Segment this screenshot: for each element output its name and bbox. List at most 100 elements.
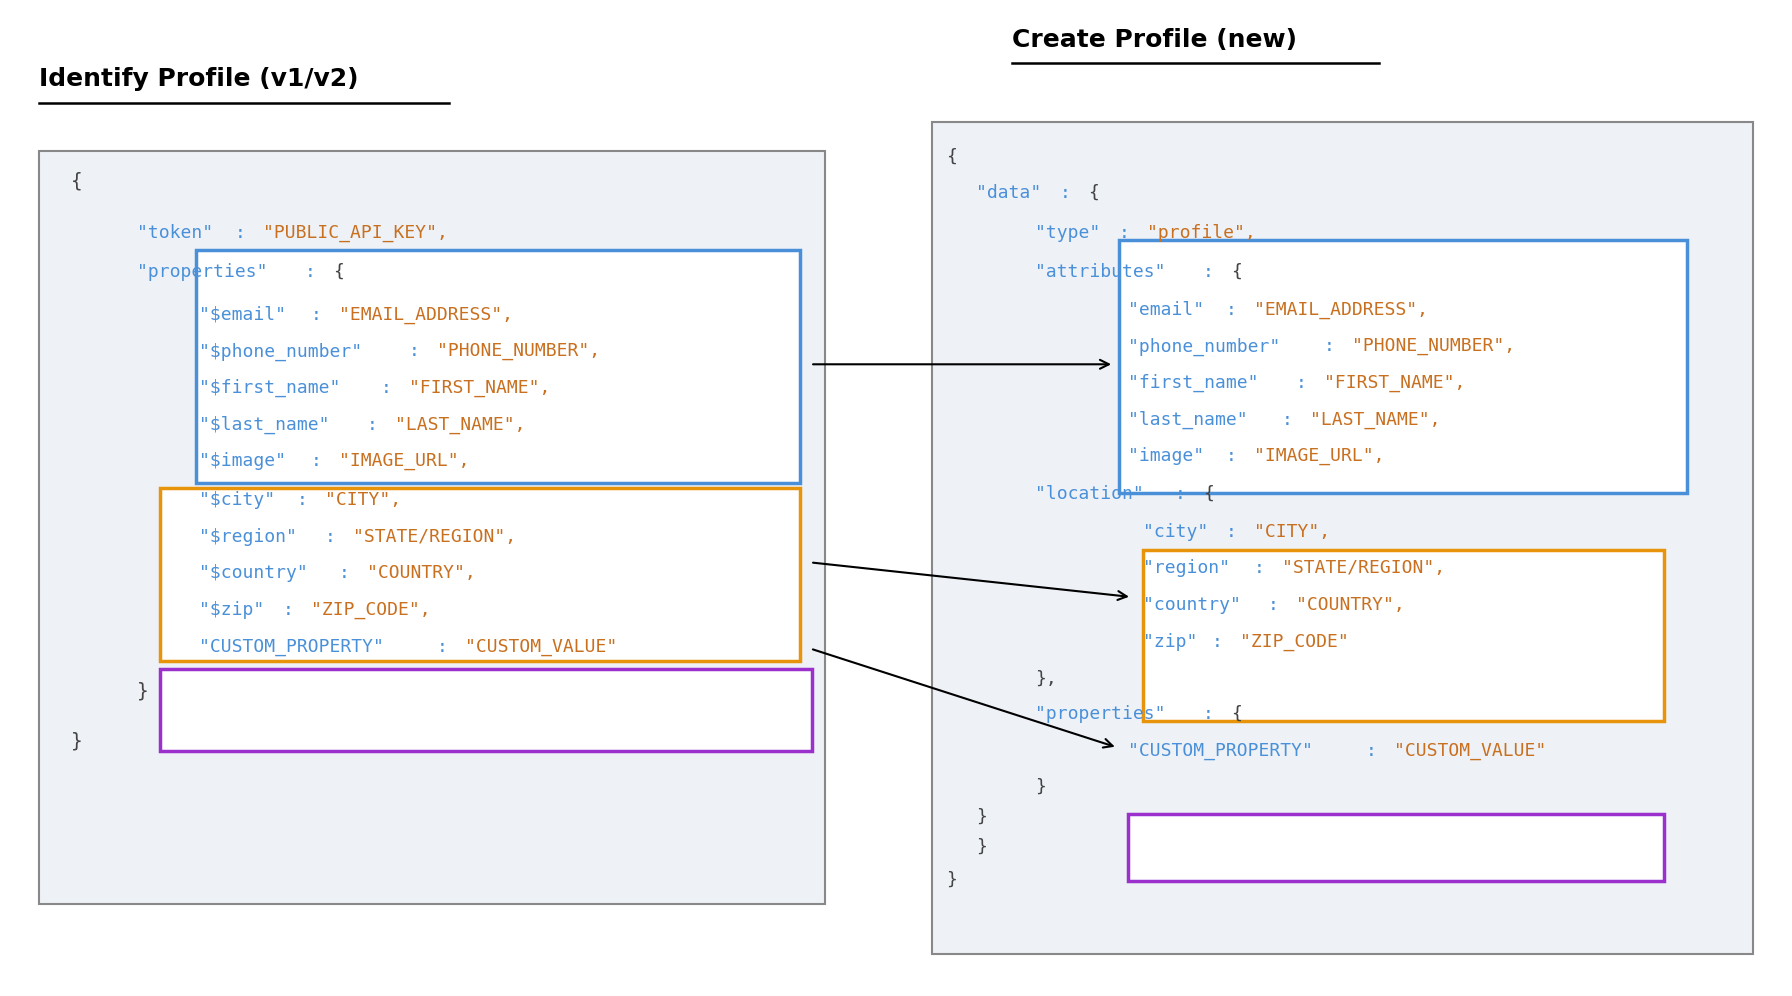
Text: :: : bbox=[1366, 742, 1387, 760]
Text: :: : bbox=[1226, 447, 1247, 465]
Text: :: : bbox=[1120, 223, 1142, 242]
FancyBboxPatch shape bbox=[159, 669, 812, 751]
Text: "PHONE_NUMBER",: "PHONE_NUMBER", bbox=[437, 343, 600, 361]
Text: "token": "token" bbox=[136, 223, 213, 242]
Text: "$country": "$country" bbox=[199, 565, 308, 583]
Text: "CITY",: "CITY", bbox=[324, 491, 401, 509]
Text: "LAST_NAME",: "LAST_NAME", bbox=[394, 415, 525, 433]
Text: :: : bbox=[1213, 632, 1235, 650]
Text: "location": "location" bbox=[1036, 485, 1143, 503]
Text: :: : bbox=[1296, 374, 1317, 392]
Text: "IMAGE_URL",: "IMAGE_URL", bbox=[1254, 447, 1385, 465]
Text: }: } bbox=[946, 871, 957, 888]
Text: "CUSTOM_VALUE": "CUSTOM_VALUE" bbox=[466, 637, 616, 655]
Text: :: : bbox=[1281, 410, 1305, 428]
Text: "CITY",: "CITY", bbox=[1254, 523, 1331, 541]
Text: "properties": "properties" bbox=[1036, 705, 1167, 723]
Text: "first_name": "first_name" bbox=[1129, 374, 1258, 392]
Text: :: : bbox=[1226, 301, 1247, 319]
Text: "$phone_number": "$phone_number" bbox=[199, 343, 362, 361]
Text: :: : bbox=[235, 223, 256, 242]
Text: "FIRST_NAME",: "FIRST_NAME", bbox=[409, 379, 550, 397]
Text: "$zip": "$zip" bbox=[199, 601, 265, 619]
Text: "properties": "properties" bbox=[136, 263, 267, 281]
Text: "country": "country" bbox=[1143, 596, 1240, 614]
Text: "PHONE_NUMBER",: "PHONE_NUMBER", bbox=[1351, 338, 1516, 356]
Text: "STATE/REGION",: "STATE/REGION", bbox=[1283, 560, 1446, 578]
Text: :: : bbox=[339, 565, 360, 583]
Text: "image": "image" bbox=[1129, 447, 1204, 465]
FancyBboxPatch shape bbox=[1120, 240, 1688, 493]
Text: "profile",: "profile", bbox=[1147, 223, 1256, 242]
Text: "EMAIL_ADDRESS",: "EMAIL_ADDRESS", bbox=[339, 306, 513, 324]
Text: :: : bbox=[312, 306, 333, 324]
Text: "COUNTRY",: "COUNTRY", bbox=[1296, 596, 1405, 614]
Text: "ZIP_CODE",: "ZIP_CODE", bbox=[312, 601, 430, 619]
Text: :: : bbox=[324, 528, 348, 546]
Text: }: } bbox=[977, 808, 987, 826]
Text: Identify Profile (v1/v2): Identify Profile (v1/v2) bbox=[38, 67, 358, 92]
Text: "FIRST_NAME",: "FIRST_NAME", bbox=[1324, 374, 1466, 392]
Text: :: : bbox=[1254, 560, 1276, 578]
Text: {: { bbox=[333, 263, 344, 281]
Text: :: : bbox=[1176, 485, 1197, 503]
FancyBboxPatch shape bbox=[159, 488, 799, 661]
Text: {: { bbox=[70, 171, 82, 190]
Text: {: { bbox=[1231, 263, 1242, 281]
Text: },: }, bbox=[1036, 669, 1057, 687]
Text: {: { bbox=[1231, 705, 1242, 723]
Text: Create Profile (new): Create Profile (new) bbox=[1012, 28, 1297, 52]
Text: :: : bbox=[312, 452, 333, 470]
Text: :: : bbox=[437, 637, 459, 655]
Text: "email": "email" bbox=[1129, 301, 1204, 319]
Text: {: { bbox=[1088, 184, 1098, 202]
Text: }: } bbox=[1036, 778, 1047, 796]
Text: "$image": "$image" bbox=[199, 452, 287, 470]
Text: "EMAIL_ADDRESS",: "EMAIL_ADDRESS", bbox=[1254, 301, 1428, 319]
Text: {: { bbox=[946, 147, 957, 165]
Text: :: : bbox=[382, 379, 403, 397]
Text: "CUSTOM_PROPERTY": "CUSTOM_PROPERTY" bbox=[1129, 742, 1314, 760]
Text: "IMAGE_URL",: "IMAGE_URL", bbox=[339, 452, 470, 470]
Text: "$email": "$email" bbox=[199, 306, 287, 324]
Text: "region": "region" bbox=[1143, 560, 1229, 578]
Text: :: : bbox=[409, 343, 430, 361]
Text: :: : bbox=[283, 601, 305, 619]
Text: {: { bbox=[1202, 485, 1215, 503]
Text: "ZIP_CODE": "ZIP_CODE" bbox=[1240, 632, 1349, 650]
Text: "LAST_NAME",: "LAST_NAME", bbox=[1310, 410, 1441, 428]
Text: :: : bbox=[297, 491, 319, 509]
Text: "$region": "$region" bbox=[199, 528, 297, 546]
FancyBboxPatch shape bbox=[195, 250, 799, 483]
FancyBboxPatch shape bbox=[38, 151, 824, 904]
Text: "CUSTOM_VALUE": "CUSTOM_VALUE" bbox=[1394, 742, 1546, 760]
Text: "PUBLIC_API_KEY",: "PUBLIC_API_KEY", bbox=[263, 223, 448, 242]
Text: "phone_number": "phone_number" bbox=[1129, 338, 1281, 356]
Text: "attributes": "attributes" bbox=[1036, 263, 1167, 281]
Text: "type": "type" bbox=[1036, 223, 1100, 242]
Text: "CUSTOM_PROPERTY": "CUSTOM_PROPERTY" bbox=[199, 637, 383, 655]
FancyBboxPatch shape bbox=[932, 122, 1754, 953]
Text: "data": "data" bbox=[977, 184, 1041, 202]
Text: :: : bbox=[1202, 705, 1226, 723]
Text: "last_name": "last_name" bbox=[1129, 410, 1247, 429]
Text: :: : bbox=[1202, 263, 1226, 281]
Text: :: : bbox=[305, 263, 326, 281]
Text: }: } bbox=[70, 731, 82, 750]
Text: :: : bbox=[367, 415, 389, 433]
Text: "STATE/REGION",: "STATE/REGION", bbox=[353, 528, 516, 546]
Text: :: : bbox=[1226, 523, 1249, 541]
Text: }: } bbox=[136, 681, 149, 700]
Text: "$first_name": "$first_name" bbox=[199, 378, 340, 397]
FancyBboxPatch shape bbox=[1143, 550, 1665, 721]
Text: "COUNTRY",: "COUNTRY", bbox=[367, 565, 477, 583]
Text: :: : bbox=[1269, 596, 1290, 614]
Text: :: : bbox=[1061, 184, 1082, 202]
Text: "$last_name": "$last_name" bbox=[199, 415, 330, 434]
FancyBboxPatch shape bbox=[1129, 814, 1665, 881]
Text: "$city": "$city" bbox=[199, 491, 276, 509]
Text: "zip": "zip" bbox=[1143, 632, 1197, 650]
Text: "city": "city" bbox=[1143, 523, 1208, 541]
Text: }: } bbox=[977, 838, 987, 856]
Text: :: : bbox=[1324, 338, 1346, 356]
